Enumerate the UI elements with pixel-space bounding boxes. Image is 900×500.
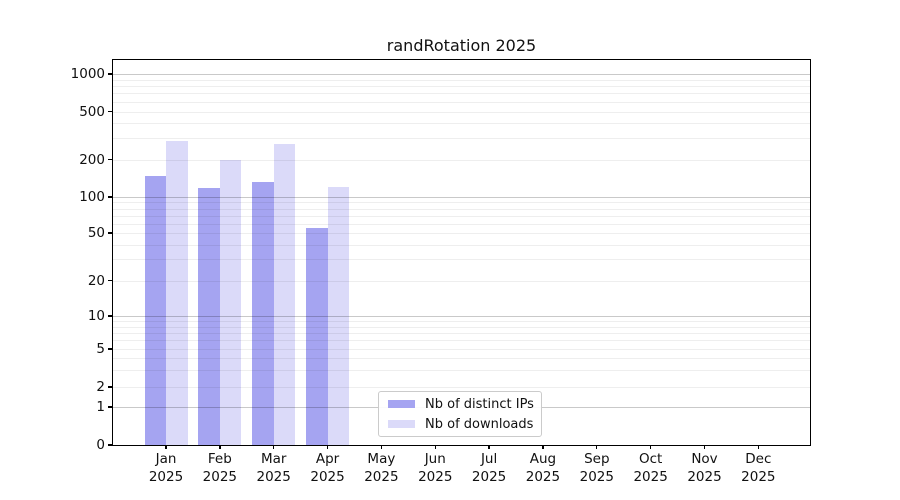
x-tick-label: Apr 2025 [310,451,345,485]
bar-downloads-feb [219,159,242,445]
legend-item-distinct-ips: Nb of distinct IPs [388,397,541,412]
x-tick-mark [703,445,706,449]
y-tick-label: 50 [87,225,105,241]
x-tick-mark [757,445,760,449]
y-tick-label: 2 [96,379,105,395]
legend-label: Nb of downloads [425,416,534,432]
y-tick-label: 500 [79,103,105,120]
bar-downloads-mar [273,143,296,445]
x-tick-mark [380,445,383,449]
minor-gridline [113,358,810,360]
minor-gridline [113,233,810,234]
y-tick-mark [108,279,112,282]
major-gridline [113,74,810,75]
x-tick-mark [434,445,436,449]
x-tick-label: Dec 2025 [741,451,776,485]
minor-gridline [113,244,810,246]
minor-gridline [113,332,810,334]
minor-gridline [113,370,810,372]
minor-gridline [113,86,810,88]
bar-ips-jan [144,175,166,445]
bar-downloads-apr [327,187,350,445]
minor-gridline [113,123,810,125]
x-tick-label: Mar 2025 [256,451,291,485]
minor-gridline [113,340,810,342]
x-tick-label: Jun 2025 [418,451,453,485]
y-tick-mark [108,110,112,113]
y-tick-label: 10 [87,308,105,324]
x-tick-mark [542,445,544,449]
bar-ips-mar [252,181,274,445]
major-gridline [113,316,810,317]
minor-gridline [113,349,810,350]
bar-ips-feb [198,187,220,445]
minor-gridline [113,215,810,217]
minor-gridline [113,202,810,204]
minor-gridline [113,326,810,328]
legend-label: Nb of distinct IPs [425,396,534,412]
x-tick-mark [165,445,167,449]
x-tick-mark [596,445,598,449]
x-tick-label: Aug 2025 [525,451,561,485]
minor-gridline [113,138,810,140]
x-tick-mark [273,445,275,449]
y-tick-mark [108,196,112,198]
minor-gridline [113,111,810,113]
chart-title: randRotation 2025 [386,36,537,55]
y-tick-label: 100 [79,189,105,205]
minor-gridline [113,208,810,210]
y-tick-mark [108,406,112,408]
plot-area [113,60,810,445]
minor-gridline [113,321,810,323]
downloads-swatch [388,420,415,428]
major-gridline [113,197,810,198]
distinct-ips-swatch [388,400,415,408]
minor-gridline [113,387,810,388]
minor-gridline [113,159,810,161]
x-tick-label: Jan 2025 [148,451,184,485]
y-tick-label: 200 [79,151,105,168]
bar-downloads-jan [166,140,188,445]
x-tick-mark [219,445,221,449]
minor-gridline [113,79,810,81]
y-tick-label: 1 [96,399,105,415]
legend-item-downloads: Nb of downloads [388,417,541,432]
y-tick-mark [108,315,112,317]
y-tick-mark [108,232,112,234]
y-tick-label: 1000 [70,66,105,82]
minor-gridline [113,101,810,103]
y-tick-mark [108,158,112,161]
x-tick-label: Oct 2025 [633,451,668,485]
y-tick-mark [108,444,112,446]
x-tick-label: Feb 2025 [202,451,238,485]
minor-gridline [113,280,810,282]
bar-ips-apr [306,228,328,445]
minor-gridline [113,259,810,261]
minor-gridline [113,223,810,225]
x-tick-label: Jul 2025 [471,451,507,485]
x-tick-label: Nov 2025 [687,451,722,485]
x-tick-mark [649,445,652,449]
y-tick-mark [108,348,112,350]
x-tick-label: May 2025 [364,451,399,485]
x-tick-label: Sep 2025 [579,451,614,485]
x-tick-mark [488,445,490,449]
legend: Nb of distinct IPs Nb of downloads [378,391,542,437]
y-tick-label: 20 [87,272,105,289]
minor-gridline [113,93,810,95]
y-tick-mark [108,73,112,75]
x-tick-mark [326,445,329,449]
y-tick-label: 0 [96,437,105,453]
y-tick-label: 5 [96,341,105,357]
y-tick-mark [108,386,112,388]
